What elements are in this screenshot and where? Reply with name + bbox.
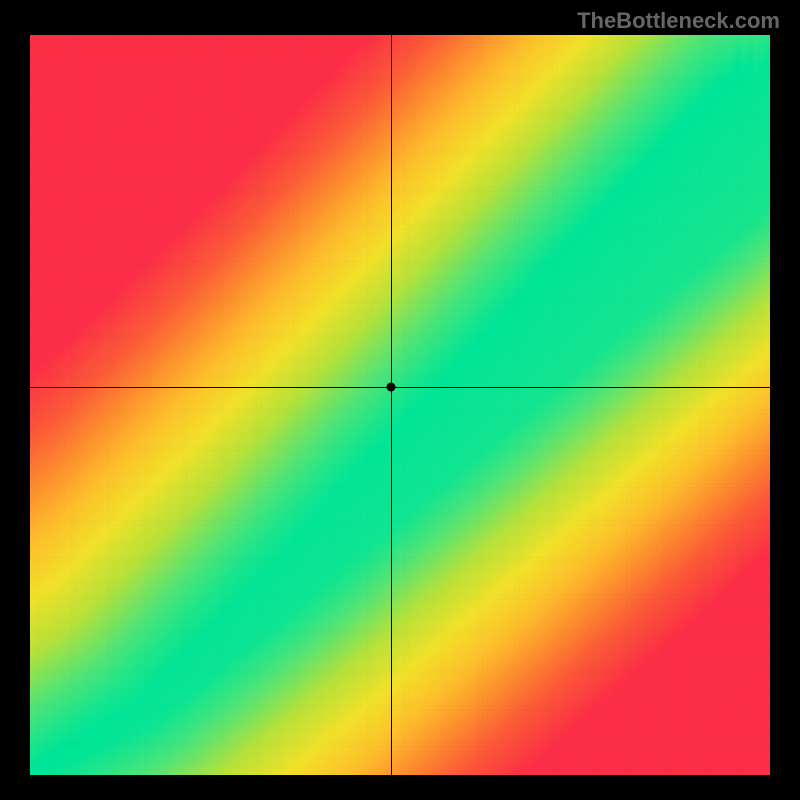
- crosshair-vertical: [391, 35, 392, 775]
- plot-area: [30, 35, 770, 775]
- marker-dot: [387, 382, 396, 391]
- crosshair-horizontal: [30, 387, 770, 388]
- heatmap-canvas: [30, 35, 770, 775]
- chart-container: TheBottleneck.com: [0, 0, 800, 800]
- watermark-text: TheBottleneck.com: [577, 8, 780, 34]
